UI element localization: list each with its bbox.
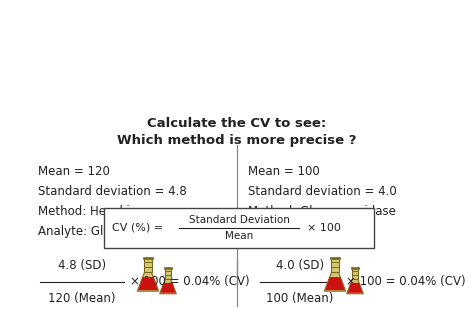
- Text: Method: Hexokinase: Method: Hexokinase: [38, 205, 158, 218]
- Bar: [143, 257, 153, 259]
- Text: 120 (Mean): 120 (Mean): [48, 292, 116, 305]
- Text: 100 (Mean): 100 (Mean): [266, 292, 334, 305]
- Text: × 100 = 0.04% (CV): × 100 = 0.04% (CV): [346, 276, 465, 289]
- Bar: [351, 267, 359, 269]
- Text: Method: Glucose oxidase: Method: Glucose oxidase: [248, 205, 396, 218]
- Polygon shape: [325, 277, 345, 290]
- Text: × 100 = 0.04% (CV): × 100 = 0.04% (CV): [130, 276, 250, 289]
- Text: 4.8 (SD): 4.8 (SD): [58, 259, 106, 272]
- Text: Mean = 100: Mean = 100: [248, 165, 320, 178]
- Polygon shape: [324, 272, 346, 291]
- Text: Standard deviation = 4.8: Standard deviation = 4.8: [38, 185, 187, 198]
- Text: Standard Deviation: Standard Deviation: [189, 215, 290, 225]
- Bar: [352, 268, 358, 279]
- Text: Standard deviation = 4.0: Standard deviation = 4.0: [248, 185, 397, 198]
- Text: Mean: Mean: [225, 231, 253, 241]
- Bar: [165, 268, 171, 279]
- Text: CV (%) =: CV (%) =: [112, 223, 167, 233]
- Bar: [331, 258, 338, 272]
- Bar: [164, 267, 172, 269]
- Polygon shape: [137, 272, 159, 291]
- Text: Analyte: Glucose: Analyte: Glucose: [38, 225, 138, 238]
- Text: Calculate the CV to see:: Calculate the CV to see:: [147, 117, 327, 130]
- Bar: [330, 257, 340, 259]
- Text: 4.0 (SD): 4.0 (SD): [276, 259, 324, 272]
- Polygon shape: [160, 279, 176, 294]
- Polygon shape: [346, 279, 364, 294]
- Bar: [145, 258, 152, 272]
- Text: × 100: × 100: [307, 223, 341, 233]
- Polygon shape: [138, 277, 158, 290]
- Text: Analyte: Glucose: Analyte: Glucose: [248, 225, 348, 238]
- Polygon shape: [161, 283, 175, 293]
- Text: Mean = 120: Mean = 120: [38, 165, 110, 178]
- Bar: [104, 208, 374, 248]
- Text: Which method is more precise ?: Which method is more precise ?: [117, 134, 357, 147]
- Polygon shape: [347, 283, 362, 293]
